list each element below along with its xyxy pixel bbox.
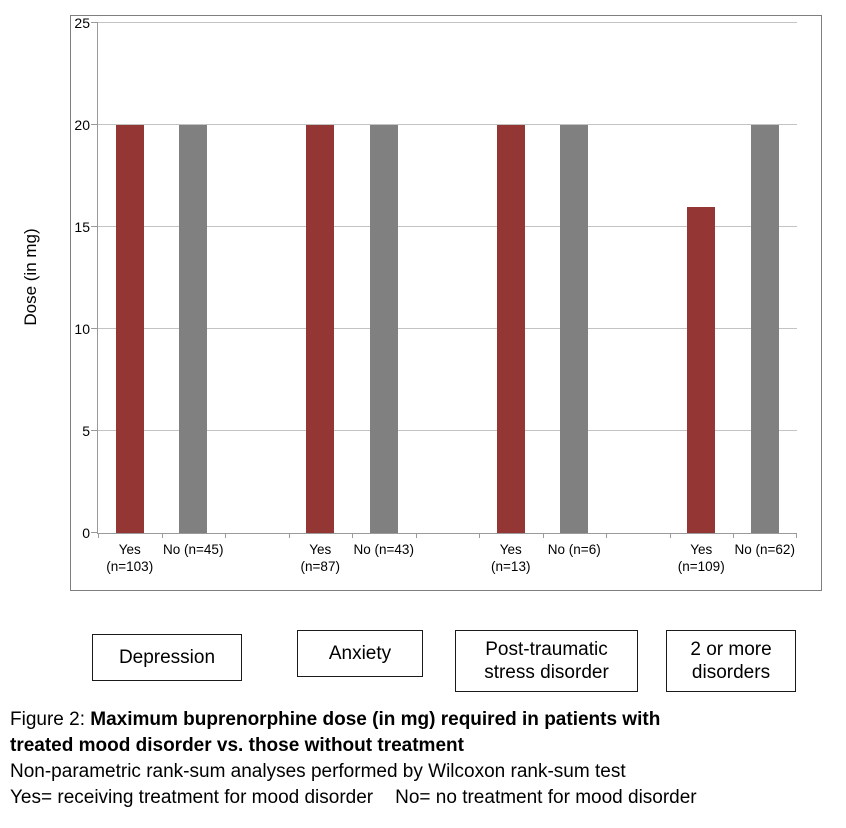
x-axis-tick-4 bbox=[352, 533, 353, 538]
x-axis-tick-3 bbox=[289, 533, 290, 538]
figure-caption: Figure 2: Maximum buprenorphine dose (in… bbox=[10, 707, 838, 811]
x-axis-tick-8 bbox=[606, 533, 607, 538]
x-axis-label-2-or-more-disorders-yes: Yes (n=109) bbox=[677, 542, 725, 574]
y-axis-tick-25 bbox=[91, 22, 98, 24]
x-axis-label-anxiety-no: No (n=43) bbox=[353, 542, 414, 557]
gridline-y-10 bbox=[98, 328, 797, 329]
plot-area: 0 5 10 15 20 25 Yes (n=103) No (n=45) Yes (n=87)… bbox=[74, 15, 797, 574]
bar-anxiety-yes bbox=[306, 125, 335, 533]
bar-2-or-more-disorders-yes bbox=[687, 206, 716, 533]
y-axis-label-5: 5 bbox=[82, 423, 90, 439]
caption-title-part-1: Maximum buprenorphine dose (in mg) requi… bbox=[90, 709, 661, 730]
caption-title-part-2: treated mood disorder vs. those without … bbox=[10, 735, 464, 756]
bar-2-or-more-disorders-no bbox=[750, 125, 779, 533]
y-axis-label-10: 10 bbox=[74, 321, 90, 337]
y-axis-label-25: 25 bbox=[74, 15, 90, 31]
category-box-anxiety: Anxiety bbox=[297, 630, 423, 677]
y-axis-tick-5 bbox=[91, 430, 98, 431]
x-axis-tick-9 bbox=[670, 533, 671, 538]
x-axis-label-depression-yes: Yes (n=103) bbox=[106, 542, 154, 574]
bar-anxiety-no bbox=[369, 125, 398, 533]
bar-depression-yes bbox=[115, 125, 144, 533]
chart-frame: 0 5 10 15 20 25 Yes (n=103) No (n=45) Yes (n=87)… bbox=[70, 15, 822, 591]
x-axis-tick-10 bbox=[733, 533, 734, 538]
y-axis-title: Dose (in mg) bbox=[21, 228, 40, 326]
caption-legend-note: Yes= receiving treatment for mood disord… bbox=[10, 785, 838, 811]
x-axis-tick-7 bbox=[543, 533, 544, 538]
x-axis-tick-2 bbox=[225, 533, 226, 538]
x-axis-tick-6 bbox=[479, 533, 480, 538]
x-axis-tick-5 bbox=[416, 533, 417, 538]
gridline-y-15 bbox=[98, 226, 797, 227]
x-axis-label-depression-no: No (n=45) bbox=[163, 542, 224, 557]
gridline-y-25 bbox=[98, 22, 797, 24]
y-axis-tick-10 bbox=[91, 328, 98, 329]
x-axis-label-post-traumatic-stress-disorder-no: No (n=6) bbox=[547, 542, 601, 557]
bar-depression-no bbox=[179, 125, 208, 533]
category-box-post-traumatic-stress-disorder: Post-traumatic stress disorder bbox=[455, 630, 638, 692]
category-box-2-or-more-disorders: 2 or more disorders bbox=[666, 630, 796, 692]
caption-method-note: Non-parametric rank-sum analyses perform… bbox=[10, 761, 626, 782]
category-box-depression: Depression bbox=[92, 634, 242, 681]
x-axis-label-post-traumatic-stress-disorder-yes: Yes (n=13) bbox=[491, 542, 531, 574]
caption-figure-number: Figure 2: bbox=[10, 709, 91, 730]
caption-no-definition: No= no treatment for mood disorder bbox=[395, 787, 697, 808]
gridline-y-20 bbox=[98, 124, 797, 125]
gridline-y-5 bbox=[98, 430, 797, 431]
x-axis-label-anxiety-yes: Yes (n=87) bbox=[300, 542, 340, 574]
y-axis-label-0: 0 bbox=[82, 525, 90, 541]
bar-post-traumatic-stress-disorder-no bbox=[560, 125, 589, 533]
y-axis-tick-20 bbox=[91, 124, 98, 125]
x-axis-tick-11 bbox=[796, 533, 797, 538]
y-axis-tick-15 bbox=[91, 226, 98, 227]
caption-line-1: Figure 2: Maximum buprenorphine dose (in… bbox=[10, 707, 838, 733]
bar-post-traumatic-stress-disorder-yes bbox=[496, 125, 525, 533]
x-axis-tick-0 bbox=[98, 533, 99, 538]
x-axis-label-2-or-more-disorders-no: No (n=62) bbox=[734, 542, 795, 557]
caption-yes-definition: Yes= receiving treatment for mood disord… bbox=[10, 787, 374, 808]
x-axis-tick-1 bbox=[162, 533, 163, 538]
y-axis-label-15: 15 bbox=[74, 219, 90, 235]
y-axis-tick-0 bbox=[91, 532, 98, 533]
y-axis-label-20: 20 bbox=[74, 117, 90, 133]
